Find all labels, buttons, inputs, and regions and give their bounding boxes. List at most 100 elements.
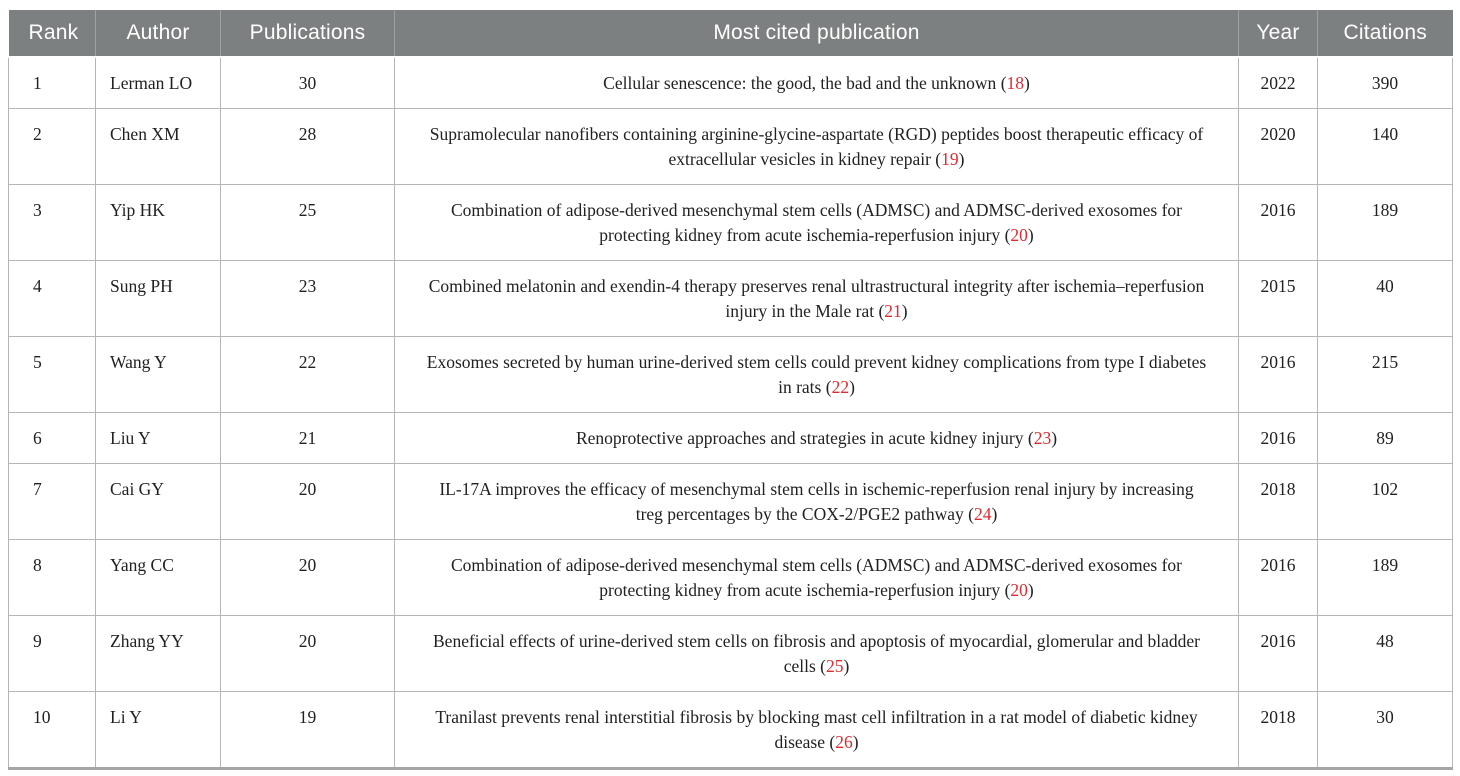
reference-paren-close: ) (1027, 225, 1034, 245)
publication-title-cell: Renoprotective approaches and strategies… (394, 412, 1239, 464)
year-cell: 2016 (1238, 412, 1318, 464)
column-header-most-cited: Most cited publication (394, 10, 1239, 58)
rank-cell: 6 (8, 412, 96, 464)
reference-paren-close: ) (1027, 580, 1034, 600)
column-header-year: Year (1238, 10, 1318, 58)
citations-cell: 48 (1317, 615, 1453, 692)
reference-paren-open: ( (1004, 580, 1011, 600)
citations-cell: 140 (1317, 108, 1453, 185)
citations-cell: 89 (1317, 412, 1453, 464)
reference-paren-open: ( (825, 377, 832, 397)
publication-title: Combination of adipose-derived mesenchym… (451, 200, 1182, 245)
reference-number: 23 (1033, 428, 1052, 448)
reference: (21) (878, 301, 907, 321)
reference-paren-close: ) (1024, 73, 1030, 93)
rank-cell: 9 (8, 615, 96, 692)
publication-title: Combined melatonin and exendin-4 therapy… (428, 276, 1205, 321)
reference-paren-close: ) (852, 732, 859, 752)
year-cell: 2015 (1238, 260, 1318, 337)
publication-title-cell: Cellular senescence: the good, the bad a… (394, 56, 1239, 109)
publication-title-cell: Beneficial effects of urine-derived stem… (394, 615, 1239, 692)
reference-paren-open: ( (878, 301, 885, 321)
citations-cell: 102 (1317, 463, 1453, 540)
year-cell: 2016 (1238, 539, 1318, 616)
reference-number: 26 (835, 732, 853, 752)
author-cell: Liu Y (95, 412, 221, 464)
publication-title: Tranilast prevents renal interstitial fi… (435, 707, 1198, 752)
reference-number: 18 (1006, 73, 1025, 93)
publication-title-cell: Combined melatonin and exendin-4 therapy… (394, 260, 1239, 337)
reference-paren-close: ) (958, 149, 965, 169)
reference: (22) (826, 377, 855, 397)
rank-cell: 7 (8, 463, 96, 540)
column-header-citations: Citations (1317, 10, 1453, 58)
publication-title-cell: Combination of adipose-derived mesenchym… (394, 539, 1239, 616)
publication-title-cell: Combination of adipose-derived mesenchym… (394, 184, 1239, 261)
reference-number: 19 (941, 149, 959, 169)
rank-cell: 1 (8, 56, 96, 109)
publication-title: Supramolecular nanofibers containing arg… (429, 124, 1204, 169)
author-cell: Yip HK (95, 184, 221, 261)
publication-title: Beneficial effects of urine-derived stem… (433, 631, 1200, 676)
publications-cell: 22 (220, 336, 395, 413)
reference-number: 20 (1010, 580, 1028, 600)
year-cell: 2022 (1238, 56, 1318, 109)
publications-cell: 20 (220, 539, 395, 616)
column-header-author: Author (95, 10, 221, 58)
publications-cell: 23 (220, 260, 395, 337)
author-cell: Wang Y (95, 336, 221, 413)
year-cell: 2018 (1238, 463, 1318, 540)
reference-paren-open: ( (1000, 73, 1007, 93)
reference-paren-close: ) (1051, 428, 1058, 448)
reference-paren-open: ( (968, 504, 974, 524)
table-row: 8 Yang CC 20 Combination of adipose-deri… (8, 539, 1453, 616)
reference: (20) (1005, 225, 1034, 245)
author-cell: Yang CC (95, 539, 221, 616)
author-cell: Chen XM (95, 108, 221, 185)
reference: (19) (935, 149, 964, 169)
publication-title-cell: IL-17A improves the efficacy of mesenchy… (394, 463, 1239, 540)
reference-number: 20 (1010, 225, 1028, 245)
author-cell: Li Y (95, 691, 221, 770)
reference: (18) (1001, 73, 1030, 93)
publication-title: Cellular senescence: the good, the bad a… (603, 73, 997, 93)
reference: (25) (820, 656, 849, 676)
author-cell: Zhang YY (95, 615, 221, 692)
reference: (26) (829, 732, 858, 752)
table-row: 1 Lerman LO 30 Cellular senescence: the … (8, 56, 1453, 109)
table-row: 7 Cai GY 20 IL-17A improves the efficacy… (8, 463, 1453, 540)
reference: (20) (1005, 580, 1034, 600)
publications-cell: 25 (220, 184, 395, 261)
publication-title: Combination of adipose-derived mesenchym… (451, 555, 1182, 600)
table-row: 10 Li Y 19 Tranilast prevents renal inte… (8, 691, 1453, 770)
publications-cell: 21 (220, 412, 395, 464)
author-cell: Sung PH (95, 260, 221, 337)
publication-title-cell: Supramolecular nanofibers containing arg… (394, 108, 1239, 185)
table-row: 3 Yip HK 25 Combination of adipose-deriv… (8, 184, 1453, 261)
reference-number: 25 (825, 656, 844, 676)
citations-cell: 189 (1317, 539, 1453, 616)
publication-title: Exosomes secreted by human urine-derived… (426, 352, 1207, 397)
reference-paren-open: ( (1004, 225, 1011, 245)
rank-cell: 3 (8, 184, 96, 261)
publications-cell: 20 (220, 463, 395, 540)
table-row: 2 Chen XM 28 Supramolecular nanofibers c… (8, 108, 1453, 185)
table-header: Rank Author Publications Most cited publ… (8, 10, 1453, 58)
publications-cell: 20 (220, 615, 395, 692)
rank-cell: 10 (8, 691, 96, 770)
publication-title: IL-17A improves the efficacy of mesenchy… (439, 479, 1194, 524)
citations-cell: 189 (1317, 184, 1453, 261)
reference-paren-open: ( (829, 732, 836, 752)
table-body: 1 Lerman LO 30 Cellular senescence: the … (8, 56, 1453, 770)
publication-title: Renoprotective approaches and strategies… (575, 428, 1024, 448)
reference-paren-close: ) (843, 656, 850, 676)
author-cell: Lerman LO (95, 56, 221, 109)
header-row: Rank Author Publications Most cited publ… (8, 10, 1453, 58)
table-row: 5 Wang Y 22 Exosomes secreted by human u… (8, 336, 1453, 413)
table-row: 4 Sung PH 23 Combined melatonin and exen… (8, 260, 1453, 337)
author-cell: Cai GY (95, 463, 221, 540)
reference-paren-close: ) (849, 377, 855, 397)
year-cell: 2020 (1238, 108, 1318, 185)
year-cell: 2016 (1238, 615, 1318, 692)
publications-cell: 30 (220, 56, 395, 109)
